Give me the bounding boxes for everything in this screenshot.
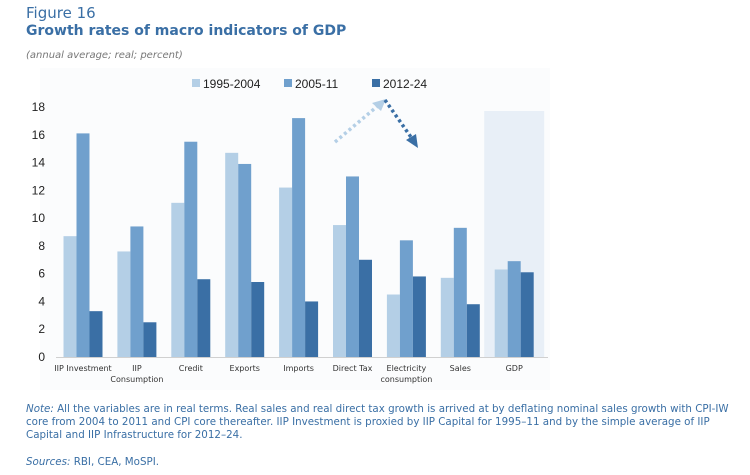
bar-1995-2004 [225, 152, 239, 357]
legend-swatch [192, 79, 200, 87]
bar-2012-24 [466, 304, 480, 357]
x-category-label: Sales [450, 364, 471, 373]
bar-2005-11 [399, 240, 413, 357]
y-tick-label: 4 [38, 294, 45, 308]
legend-swatch [284, 79, 292, 87]
bar-2012-24 [143, 322, 157, 357]
down-arrow-head [406, 134, 418, 148]
bar-1995-2004 [63, 236, 77, 357]
bar-1995-2004 [440, 277, 454, 357]
bar-1995-2004 [279, 187, 293, 357]
note-prefix: Note: [26, 403, 54, 415]
y-tick-label: 6 [38, 267, 45, 281]
trend-arrows [333, 98, 418, 148]
bar-2005-11 [346, 176, 359, 357]
x-category-label: consumption [381, 375, 433, 384]
x-category-label: Electricity [387, 364, 427, 373]
figure-sources: Sources: RBI, CEA, MoSPI. [26, 456, 159, 468]
bar-1995-2004 [494, 269, 508, 357]
y-tick-label: 18 [32, 100, 46, 114]
x-category-label: Credit [179, 364, 203, 373]
bar-2005-11 [76, 133, 90, 357]
figure-title: Growth rates of macro indicators of GDP [26, 23, 347, 39]
sources-text: RBI, CEA, MoSPI. [70, 456, 160, 468]
bar-2005-11 [238, 163, 252, 357]
bar-2012-24 [412, 276, 426, 357]
up-arrow-head [372, 99, 386, 111]
bar-2012-24 [520, 272, 534, 357]
x-axis-labels: IIP Investment IIP Consumption Credit Export… [54, 364, 523, 384]
bar-2012-24 [197, 279, 211, 357]
note-text: All the variables are in real terms. Rea… [26, 403, 729, 441]
x-category-label: Exports [230, 364, 260, 373]
y-axis-ticks: 0 2 4 6 8 10 12 14 16 18 [32, 100, 46, 364]
y-tick-label: 8 [38, 239, 45, 253]
legend-label: 2012-24 [383, 77, 427, 91]
sources-prefix: Sources: [26, 456, 71, 468]
legend-swatch [372, 79, 380, 87]
legend-label: 2005-11 [295, 77, 338, 91]
legend-label: 1995-2004 [203, 77, 261, 91]
bar-1995-2004 [171, 202, 185, 357]
figure-label: Figure 16 [26, 4, 96, 22]
x-category-label: GDP [506, 364, 523, 373]
bar-2012-24 [89, 311, 103, 357]
y-tick-label: 2 [38, 322, 45, 336]
x-category-label: Direct Tax [333, 364, 373, 373]
bar-2005-11 [507, 261, 521, 357]
bar-2012-24 [305, 301, 319, 357]
y-tick-label: 12 [32, 183, 46, 197]
bar-1995-2004 [333, 225, 346, 357]
x-category-label: IIP [132, 364, 142, 373]
bar-2012-24 [251, 282, 265, 357]
bar-1995-2004 [386, 294, 400, 357]
bars [63, 118, 534, 357]
x-category-label: IIP Investment [54, 364, 111, 373]
bar-2005-11 [130, 226, 144, 357]
y-tick-label: 10 [32, 211, 46, 225]
bar-2005-11 [292, 118, 306, 357]
legend: 1995-2004 2005-11 2012-24 [192, 77, 427, 91]
bar-chart: 0 2 4 6 8 10 12 14 16 18 IIP Investment IIP Consump… [31, 77, 548, 384]
down-arrow-shaft [383, 98, 415, 142]
x-category-label: Imports [283, 364, 314, 373]
figure-note: Note: All the variables are in real term… [26, 403, 741, 442]
y-tick-label: 16 [32, 128, 46, 142]
bar-2005-11 [184, 141, 198, 357]
y-tick-label: 0 [38, 350, 45, 364]
figure-subtitle: (annual average; real; percent) [26, 50, 183, 61]
y-tick-label: 14 [32, 156, 46, 170]
bar-1995-2004 [117, 251, 131, 357]
bar-2012-24 [359, 259, 372, 357]
x-category-label: Consumption [110, 375, 163, 384]
up-arrow-shaft [333, 102, 382, 144]
bar-2005-11 [453, 227, 467, 357]
